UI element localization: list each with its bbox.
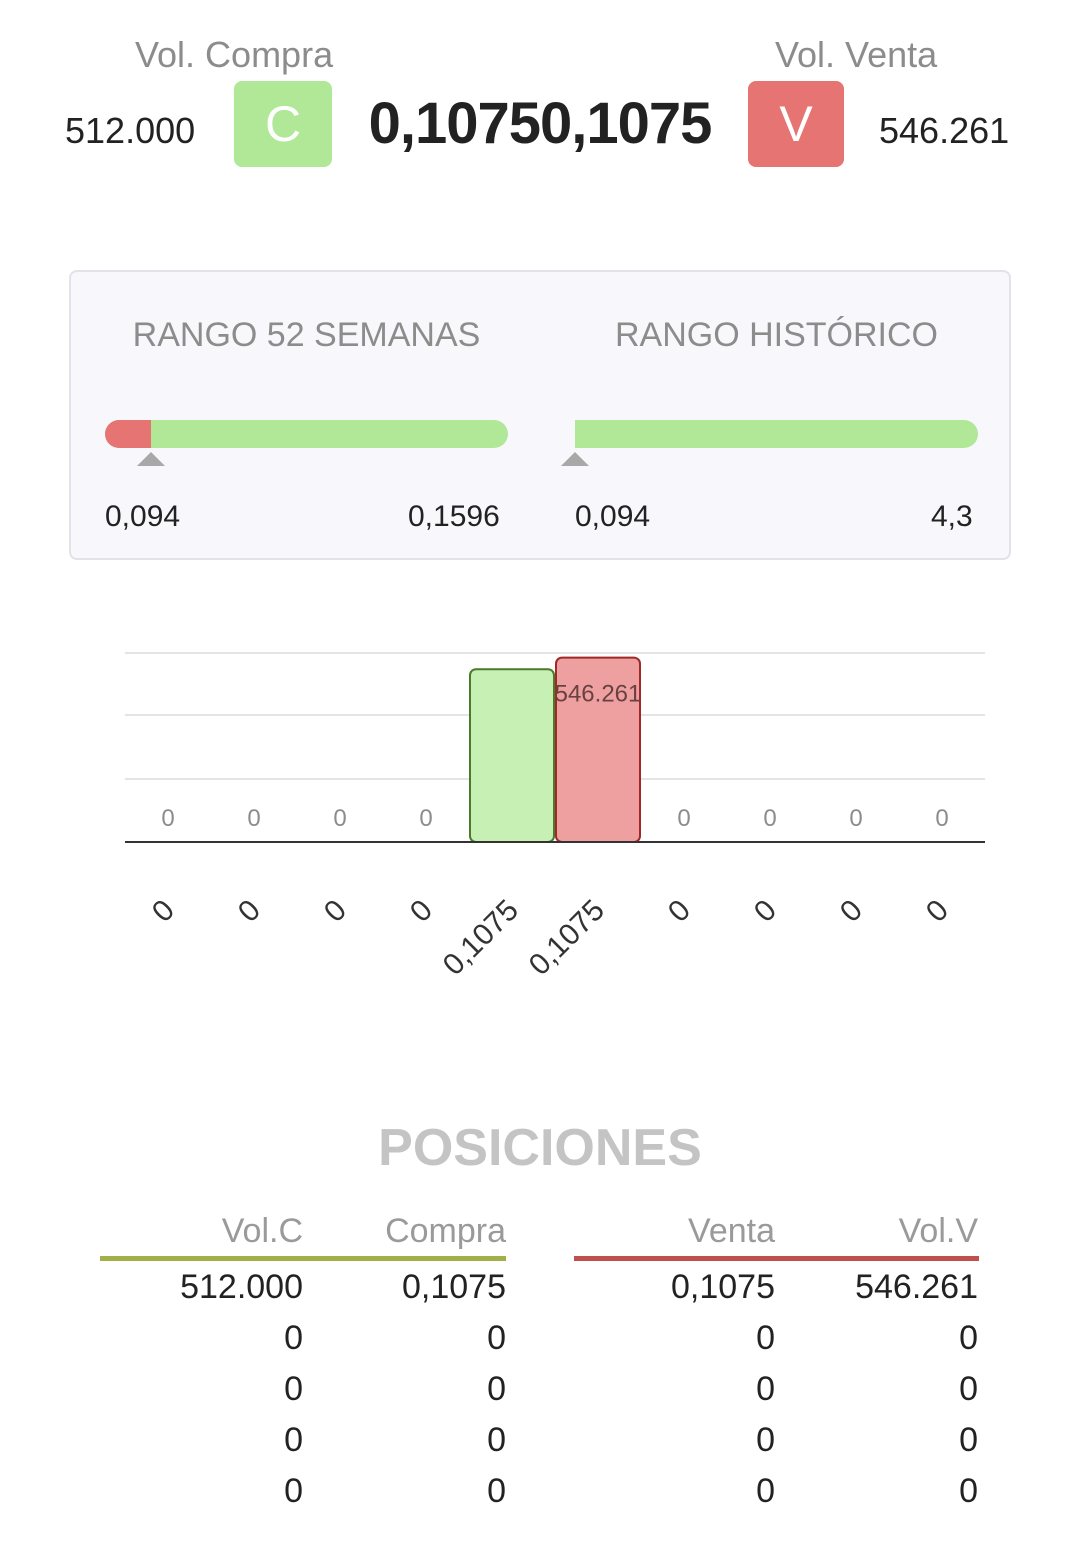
x-tick-label: 0 xyxy=(318,894,353,929)
buy-bar xyxy=(469,668,555,844)
position-cell: 0 xyxy=(487,1421,506,1459)
sell-button[interactable]: V xyxy=(748,81,844,167)
bar-value-label: 0 xyxy=(763,805,776,832)
vol-compra-label: Vol. Compra xyxy=(135,34,334,75)
x-tick-label: 0,1075 xyxy=(523,894,611,982)
position-cell: 0 xyxy=(487,1472,506,1510)
range-hist-title: RANGO HISTÓRICO xyxy=(614,316,939,354)
last-price: 0,10750,1075 xyxy=(368,91,713,156)
range-52w-min: 0,094 xyxy=(105,500,181,533)
bar-value-label: 0 xyxy=(247,805,260,832)
bar-value-label: 0 xyxy=(419,805,432,832)
range-52w-fill xyxy=(105,420,152,448)
x-tick-label: 0 xyxy=(834,894,869,929)
bar-value-label: 0 xyxy=(333,805,346,832)
x-tick-label: 0 xyxy=(748,894,783,929)
bar-value-label: 0 xyxy=(161,805,174,832)
range-hist-marker-icon xyxy=(561,452,589,466)
positions-title: POSICIONES xyxy=(378,1119,702,1177)
sell-divider xyxy=(574,1256,979,1261)
position-cell: 0 xyxy=(959,1370,978,1408)
x-tick-label: 0 xyxy=(232,894,267,929)
position-cell: 0 xyxy=(487,1319,506,1357)
range-card: RANGO 52 SEMANAS 0,094 0,1596 RANGO HIST… xyxy=(69,270,1011,560)
position-cell: 0,1075 xyxy=(671,1268,775,1306)
header-venta: Venta xyxy=(688,1212,775,1250)
position-cell: 0 xyxy=(284,1421,303,1459)
position-cell: 0 xyxy=(756,1370,775,1408)
range-hist-bar xyxy=(575,420,978,448)
x-tick-label: 0,1075 xyxy=(437,894,525,982)
x-tick-label: 0 xyxy=(404,894,439,929)
position-cell: 0 xyxy=(284,1319,303,1357)
position-cell: 0 xyxy=(959,1319,978,1357)
bar-value-label: 0 xyxy=(677,805,690,832)
range-52w-title: RANGO 52 SEMANAS xyxy=(132,316,481,354)
position-cell: 0 xyxy=(284,1370,303,1408)
range-hist-max: 4,3 xyxy=(931,500,973,533)
position-cell: 0 xyxy=(756,1421,775,1459)
range-hist-min: 0,094 xyxy=(575,500,651,533)
position-cell: 512.000 xyxy=(180,1268,303,1306)
vol-venta-label: Vol. Venta xyxy=(775,34,938,75)
header-vol-c: Vol.C xyxy=(221,1212,303,1250)
buy-button[interactable]: C xyxy=(234,81,332,167)
position-cell: 0,1075 xyxy=(402,1268,506,1306)
position-cell: 0 xyxy=(959,1472,978,1510)
header-vol-v: Vol.V xyxy=(898,1212,978,1250)
position-cell: 0 xyxy=(487,1370,506,1408)
bar-value-label: 0 xyxy=(935,805,948,832)
position-cell: 0 xyxy=(756,1472,775,1510)
range-52w-bar xyxy=(105,420,508,448)
range-52w-marker-icon xyxy=(137,452,166,466)
header-compra: Compra xyxy=(385,1212,506,1250)
bar-value-label: 0 xyxy=(849,805,862,832)
vol-venta-value: 546.261 xyxy=(879,110,1010,151)
position-cell: 0 xyxy=(756,1319,775,1357)
position-cell: 0 xyxy=(284,1472,303,1510)
x-tick-label: 0 xyxy=(146,894,181,929)
range-52w-max: 0,1596 xyxy=(408,500,500,533)
x-tick-label: 0 xyxy=(662,894,697,929)
position-cell: 546.261 xyxy=(855,1268,978,1306)
bar-value-label: 546.261 xyxy=(555,681,642,708)
x-tick-label: 0 xyxy=(920,894,955,929)
buy-divider xyxy=(100,1256,506,1261)
vol-compra-value: 512.000 xyxy=(65,110,196,151)
position-cell: 0 xyxy=(959,1421,978,1459)
